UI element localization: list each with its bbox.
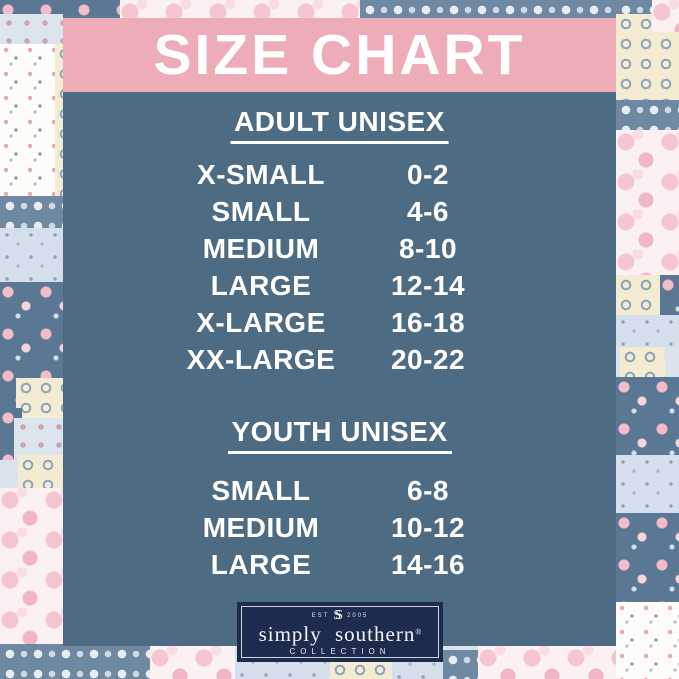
table-row: MEDIUM 10-12 <box>63 509 616 546</box>
quilt-patch <box>616 602 679 679</box>
established-line: EST SS 2005 <box>311 607 369 623</box>
size-label: MEDIUM <box>202 232 320 264</box>
quilt-patch <box>616 14 679 100</box>
quilt-patch <box>18 455 63 491</box>
table-row: MEDIUM 8-10 <box>63 230 616 267</box>
ss-monogram-icon: SS <box>333 607 343 623</box>
quilt-patch <box>0 228 63 282</box>
size-range: 20-22 <box>390 343 466 375</box>
quilt-patch <box>616 130 679 275</box>
quilt-patch <box>616 315 679 347</box>
size-label: LARGE <box>210 269 312 301</box>
size-range: 10-12 <box>390 511 466 543</box>
table-row: LARGE 14-16 <box>63 546 616 583</box>
quilt-patch <box>360 0 616 18</box>
quilt-patch <box>443 650 478 679</box>
quilt-patch <box>0 196 63 228</box>
brand-logo-frame: EST SS 2005 simply southern® COLLECTION <box>241 606 439 658</box>
quilt-patch <box>616 100 679 130</box>
quilt-patch <box>478 646 616 679</box>
quilt-patch <box>616 275 664 315</box>
size-range: 16-18 <box>390 306 466 338</box>
brand-logo: EST SS 2005 simply southern® COLLECTION <box>237 602 443 662</box>
size-range: 14-16 <box>390 548 466 580</box>
quilt-patch <box>616 377 679 455</box>
size-range: 6-8 <box>407 474 449 506</box>
quilt-patch <box>330 660 392 679</box>
quilt-patch <box>0 14 63 44</box>
quilt-patch <box>616 513 679 602</box>
quilt-patch <box>55 44 63 196</box>
size-label: MEDIUM <box>202 511 320 543</box>
quilt-patch <box>150 646 235 679</box>
youth-size-table: SMALL 6-8 MEDIUM 10-12 LARGE 14-16 <box>63 472 616 583</box>
quilt-patch <box>652 0 679 32</box>
table-row: SMALL 4-6 <box>63 193 616 230</box>
size-label: XX-LARGE <box>186 343 336 375</box>
adult-size-table: X-SMALL 0-2 SMALL 4-6 MEDIUM 8-10 LARGE … <box>63 156 616 378</box>
table-row: X-LARGE 16-18 <box>63 304 616 341</box>
size-range: 4-6 <box>407 195 449 227</box>
size-label: X-LARGE <box>196 306 326 338</box>
collection-label: COLLECTION <box>289 646 391 656</box>
table-row: LARGE 12-14 <box>63 267 616 304</box>
quilt-patch <box>660 275 679 315</box>
brand-name: simply southern <box>258 621 416 646</box>
quilt-patch <box>120 0 360 18</box>
size-chart-panel: ADULT UNISEX X-SMALL 0-2 SMALL 4-6 MEDIU… <box>63 92 616 646</box>
adult-section-heading: ADULT UNISEX <box>230 108 449 144</box>
quilt-patch <box>16 378 63 418</box>
quilt-patch <box>0 488 63 644</box>
size-label: SMALL <box>211 195 311 227</box>
size-range: 12-14 <box>390 269 466 301</box>
est-year: 2005 <box>347 612 369 619</box>
quilt-patch <box>0 44 55 196</box>
size-label: SMALL <box>211 474 311 506</box>
size-range: 8-10 <box>398 232 458 264</box>
size-label: LARGE <box>210 548 312 580</box>
quilt-patch <box>0 644 160 679</box>
table-row: XX-LARGE 20-22 <box>63 341 616 378</box>
youth-section-heading: YOUTH UNISEX <box>227 418 452 454</box>
quilt-patch <box>620 347 665 377</box>
brand-name-line: simply southern® <box>258 621 422 646</box>
table-row: X-SMALL 0-2 <box>63 156 616 193</box>
size-range: 0-2 <box>407 158 449 190</box>
size-label: X-SMALL <box>197 158 325 190</box>
title-banner: SIZE CHART <box>63 18 616 92</box>
registered-mark: ® <box>415 627 422 637</box>
page-title: SIZE CHART <box>153 22 526 87</box>
est-text: EST <box>311 612 330 619</box>
quilt-patch <box>14 418 63 460</box>
table-row: SMALL 6-8 <box>63 472 616 509</box>
quilt-patch <box>616 455 679 513</box>
